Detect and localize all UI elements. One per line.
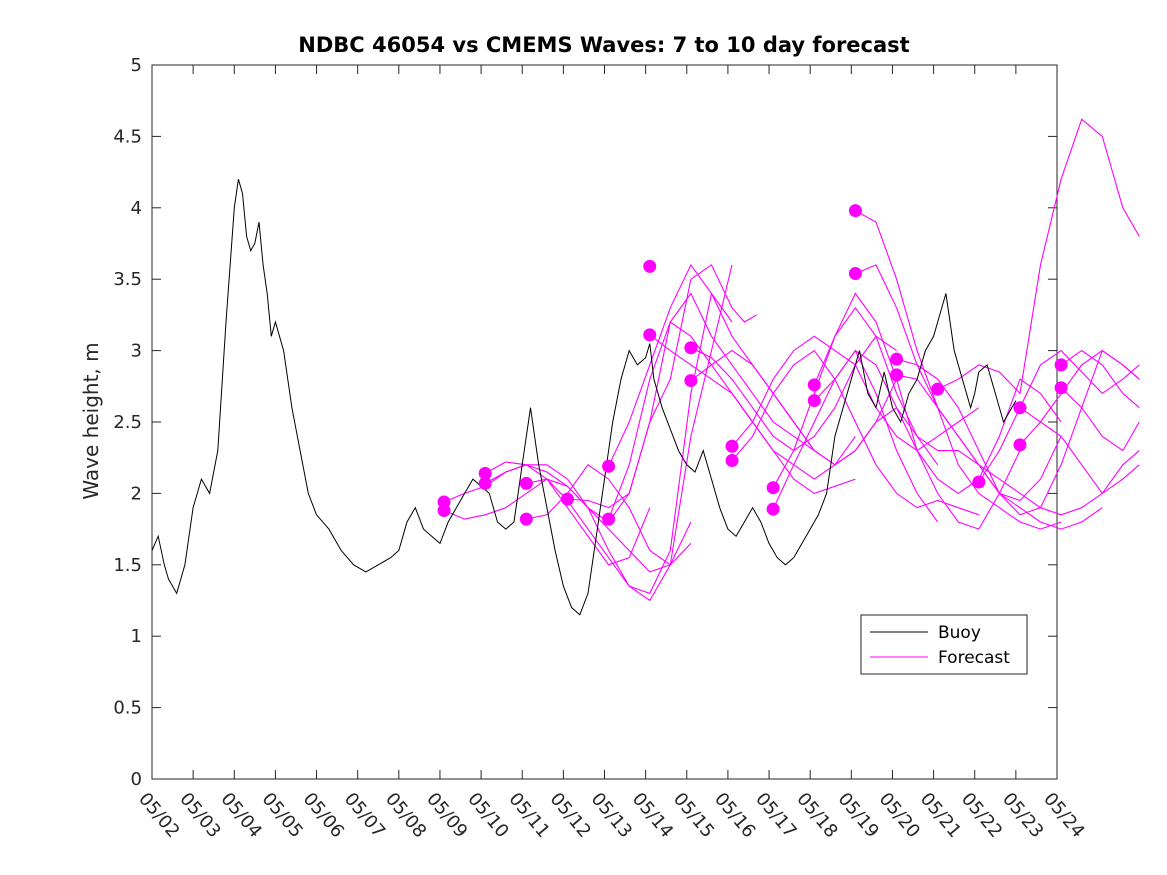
forecast-start-point — [1054, 358, 1068, 372]
forecast-start-point — [848, 204, 862, 218]
y-axis-label: Wave height, m — [79, 342, 103, 499]
forecast-start-point — [766, 481, 780, 495]
forecast-start-point — [478, 466, 492, 480]
forecast-start-point — [890, 368, 904, 382]
forecast-start-point — [519, 512, 533, 526]
forecast-start-point — [560, 492, 574, 506]
forecast-start-point — [807, 378, 821, 392]
y-tick-label: 2.5 — [113, 412, 142, 433]
y-tick-label: 1 — [131, 626, 142, 647]
buoy-line — [151, 179, 1017, 616]
y-tick-label: 4 — [131, 198, 142, 219]
forecast-line-17 — [813, 349, 1062, 495]
legend-forecast-label: Forecast — [938, 648, 1010, 668]
forecast-line-18 — [855, 210, 1062, 530]
y-tick-label: 2 — [131, 483, 142, 504]
forecast-line-13 — [731, 349, 979, 516]
y-tick-label: 0 — [131, 769, 142, 790]
forecast-line-6 — [567, 292, 815, 509]
forecast-start-point — [931, 382, 945, 396]
forecast-line-27 — [1060, 387, 1140, 452]
forecast-start-point — [478, 476, 492, 490]
forecast-start-point — [725, 439, 739, 453]
forecast-line-5 — [526, 464, 692, 566]
forecast-start-point — [643, 328, 657, 342]
forecast-start-point — [684, 341, 698, 355]
forecast-line-16 — [813, 306, 1062, 502]
y-tick-label: 4.5 — [113, 126, 142, 147]
forecast-start-point — [437, 504, 451, 518]
forecast-start-point — [1013, 401, 1027, 415]
forecast-start-point — [519, 476, 533, 490]
forecast-start-point — [602, 459, 616, 473]
forecast-line-22 — [937, 118, 1140, 395]
forecast-start-point — [807, 394, 821, 408]
forecast-start-point — [643, 259, 657, 273]
forecast-start-point — [972, 475, 986, 489]
forecast-start-point — [1013, 438, 1027, 452]
forecast-start-point — [684, 374, 698, 388]
forecast-start-point — [848, 266, 862, 280]
chart-title: NDBC 46054 vs CMEMS Waves: 7 to 10 day f… — [298, 33, 909, 57]
y-tick-label: 1.5 — [113, 555, 142, 576]
forecast-line-2 — [484, 264, 733, 602]
forecast-start-point — [890, 352, 904, 366]
y-tick-label: 3 — [131, 341, 142, 362]
legend: Buoy Forecast — [860, 614, 1028, 675]
y-tick-label: 5 — [131, 55, 142, 76]
forecast-line-26 — [1060, 349, 1140, 409]
legend-box — [860, 614, 1028, 675]
y-tick-label: 0.5 — [113, 698, 142, 719]
forecast-start-point — [602, 512, 616, 526]
y-tick-label: 3.5 — [113, 269, 142, 290]
forecast-start-point — [725, 454, 739, 468]
forecast-start-point — [766, 502, 780, 516]
legend-buoy-label: Buoy — [938, 623, 981, 643]
forecast-line-25 — [1019, 349, 1140, 446]
forecast-start-point — [1054, 381, 1068, 395]
